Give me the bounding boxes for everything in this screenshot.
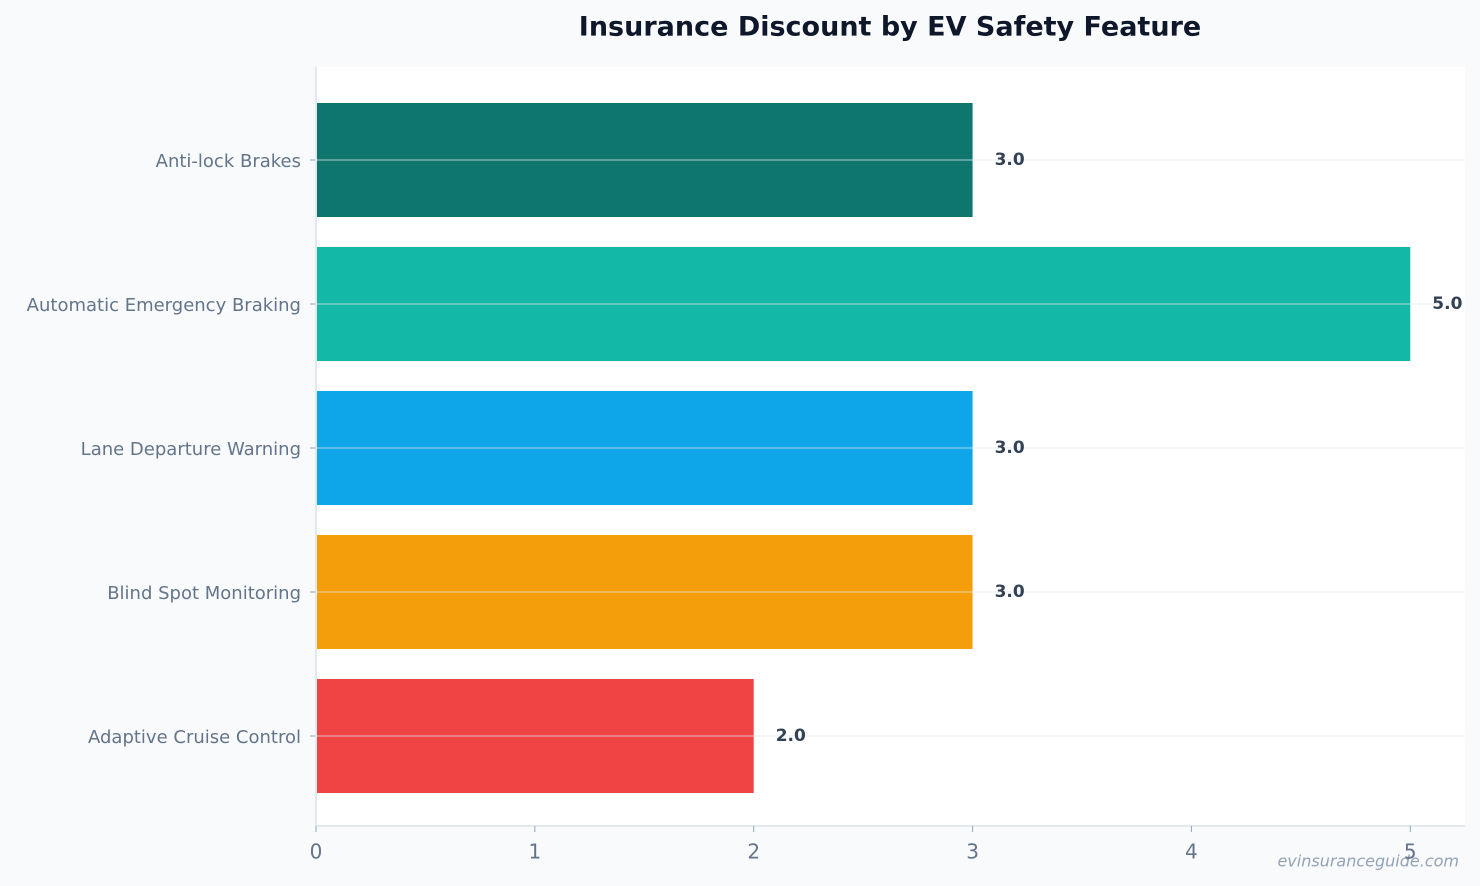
y-tick-label: Lane Departure Warning	[81, 439, 301, 460]
value-label: 5.0	[1432, 294, 1462, 314]
y-tick-label: Blind Spot Monitoring	[107, 583, 301, 604]
value-label: 3.0	[995, 150, 1025, 170]
x-tick-label: 4	[1185, 840, 1198, 864]
chart-title: Insurance Discount by EV Safety Feature	[579, 12, 1201, 43]
x-tick-label: 2	[747, 840, 760, 864]
value-label: 2.0	[776, 726, 806, 746]
x-tick-label: 5	[1404, 840, 1417, 864]
y-tick-label: Automatic Emergency Braking	[27, 295, 301, 316]
watermark: evinsuranceguide.com	[1277, 852, 1459, 871]
x-tick-label: 3	[966, 840, 979, 864]
x-tick-label: 1	[528, 840, 541, 864]
y-tick-label: Anti-lock Brakes	[156, 151, 301, 172]
value-label: 3.0	[995, 582, 1025, 602]
y-tick-label: Adaptive Cruise Control	[88, 727, 301, 748]
value-label: 3.0	[995, 438, 1025, 458]
x-tick-label: 0	[310, 840, 323, 864]
